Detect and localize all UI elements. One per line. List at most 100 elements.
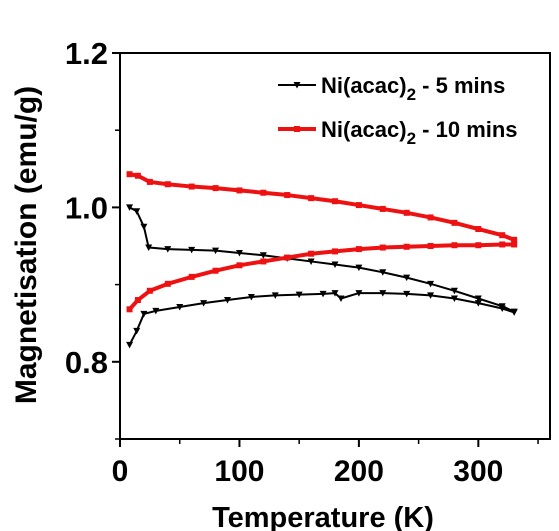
- data-point: [294, 126, 300, 132]
- data-point: [134, 172, 141, 179]
- data-point: [188, 183, 195, 190]
- legend: Ni(acac)2 - 5 mins Ni(acac)2 - 10 mins: [278, 73, 518, 148]
- data-point: [164, 280, 171, 287]
- series-1: [126, 204, 518, 349]
- data-point: [164, 246, 172, 253]
- data-point: [133, 327, 141, 335]
- data-point: [134, 297, 141, 304]
- data-point: [212, 247, 220, 255]
- data-point: [427, 243, 434, 249]
- data-point: [511, 241, 518, 248]
- plot-frame: [119, 52, 551, 440]
- data-point: [307, 258, 315, 265]
- data-point: [188, 246, 196, 254]
- data-point: [140, 310, 148, 318]
- data-point: [474, 300, 482, 307]
- data-point: [403, 209, 410, 216]
- y-axis-label: Magnetisation (emu/g): [10, 86, 43, 404]
- data-point: [140, 223, 148, 231]
- series-line: [128, 292, 515, 346]
- data-point: [284, 192, 291, 199]
- data-point: [224, 297, 231, 304]
- data-point: [403, 243, 410, 250]
- data-point: [212, 267, 219, 274]
- data-point: [451, 242, 458, 249]
- data-point: [152, 307, 160, 315]
- y-tick-label: 1.0: [65, 190, 108, 225]
- data-point: [331, 261, 339, 269]
- data-point: [126, 306, 133, 313]
- series-line: [129, 172, 515, 242]
- data-point: [403, 290, 411, 298]
- x-tick-label: 100: [214, 455, 264, 488]
- x-axis: 0 100 200 300: [112, 439, 539, 488]
- y-tick-label: 0.8: [65, 345, 108, 380]
- data-point: [355, 264, 363, 272]
- data-point: [355, 290, 363, 297]
- legend-label: Ni(acac)2 - 5 mins: [321, 73, 505, 104]
- data-point: [146, 287, 153, 294]
- data-point: [212, 185, 219, 192]
- data-point: [236, 262, 243, 269]
- data-point: [260, 189, 267, 196]
- plot-area: [119, 52, 551, 440]
- data-point: [451, 219, 458, 226]
- data-point: [126, 341, 134, 349]
- data-point: [260, 258, 267, 265]
- x-axis-label: Temperature (K): [212, 502, 434, 531]
- data-point: [319, 290, 327, 298]
- data-point: [332, 198, 338, 205]
- data-point: [427, 280, 435, 288]
- series-layer: [126, 171, 518, 349]
- data-point: [475, 226, 482, 233]
- data-point: [474, 295, 482, 302]
- data-point: [146, 178, 153, 185]
- data-point: [247, 293, 255, 301]
- data-point: [308, 250, 315, 257]
- series-line: [129, 206, 515, 313]
- x-tick-label: 300: [453, 455, 503, 488]
- data-point: [475, 242, 482, 249]
- data-point: [332, 248, 338, 255]
- data-point: [331, 290, 339, 297]
- data-point: [355, 246, 362, 253]
- data-point: [355, 202, 362, 209]
- data-point: [427, 214, 434, 221]
- x-tick-label: 0: [112, 455, 129, 488]
- series-2: [126, 171, 518, 313]
- legend-label: Ni(acac)2 - 10 mins: [321, 117, 518, 148]
- x-tick-label: 200: [334, 455, 384, 488]
- data-point: [126, 204, 134, 211]
- data-point: [427, 292, 435, 299]
- data-point: [403, 274, 411, 282]
- data-point: [259, 252, 267, 259]
- data-point: [498, 305, 506, 313]
- y-axis: 0.8 1.0 1.2: [65, 36, 120, 440]
- data-point: [176, 303, 184, 311]
- data-point: [271, 292, 279, 299]
- data-point: [284, 254, 291, 261]
- data-point: [379, 244, 386, 251]
- data-point: [499, 232, 506, 239]
- data-point: [308, 195, 315, 202]
- data-point: [295, 291, 303, 299]
- data-point: [337, 295, 345, 302]
- data-point: [450, 295, 458, 302]
- data-point: [164, 181, 171, 188]
- data-point: [511, 236, 518, 243]
- data-point: [235, 249, 243, 257]
- data-point: [200, 300, 208, 307]
- data-point: [379, 269, 387, 276]
- y-tick-label: 1.2: [65, 36, 108, 71]
- data-point: [499, 241, 506, 248]
- data-point: [236, 187, 243, 194]
- data-point: [293, 82, 301, 89]
- data-point: [126, 171, 133, 178]
- data-point: [510, 309, 518, 316]
- data-point: [145, 244, 153, 252]
- data-point: [188, 273, 195, 280]
- data-point: [450, 287, 458, 295]
- data-point: [379, 205, 386, 212]
- data-point: [133, 208, 141, 215]
